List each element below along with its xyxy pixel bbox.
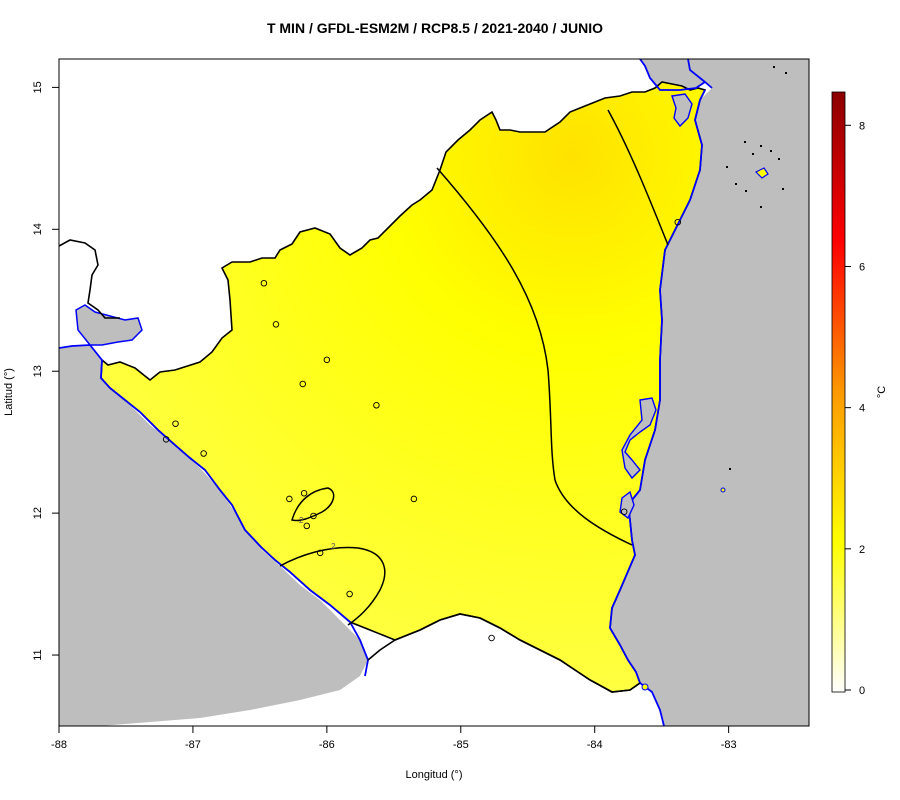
border-costa-rica <box>367 613 641 693</box>
station-marker <box>620 508 628 515</box>
colorbar-label: °C <box>876 386 888 398</box>
x-tick-label: -84 <box>587 739 603 751</box>
colorbar-tick-label: 2 <box>859 544 865 556</box>
station-marker <box>200 450 207 457</box>
sea-caribbean <box>610 59 809 726</box>
y-tick-label: 12 <box>32 507 44 519</box>
station-marker <box>346 590 353 598</box>
colorbar-tick-label: 8 <box>859 120 865 132</box>
island-small <box>720 487 726 493</box>
station-marker <box>299 380 307 388</box>
contour-label: 2 <box>331 542 336 551</box>
lagoon-perlas <box>621 397 657 480</box>
station-marker <box>172 420 179 427</box>
station-marker <box>316 549 324 557</box>
gulf-of-fonseca <box>75 304 143 346</box>
lagoon-bluefields <box>619 490 635 520</box>
sea-pacific <box>59 345 368 726</box>
station-marker <box>674 218 682 226</box>
y-tick-label: 14 <box>32 223 44 235</box>
y-tick-label: 11 <box>32 649 44 660</box>
station-marker <box>300 490 308 497</box>
station-markers <box>162 218 682 642</box>
station-marker <box>488 634 495 642</box>
contour-label: 2 <box>299 516 304 525</box>
x-tick-label: -87 <box>185 739 201 751</box>
y-axis: 15 14 13 12 11 <box>32 81 59 661</box>
plot-frame <box>58 58 810 727</box>
x-axis-label: Longitud (°) <box>406 769 463 781</box>
coastline-caribbean <box>609 89 706 726</box>
border-honduras-west <box>59 239 120 319</box>
contour-line-west <box>436 167 633 546</box>
y-tick-label: 13 <box>32 365 44 377</box>
coastline-pacific <box>59 344 369 677</box>
x-axis: -88 -87 -86 -85 -84 -83 <box>51 726 737 751</box>
colorbar <box>831 91 846 693</box>
colorbar-ticks: 0 2 4 6 8 <box>845 120 865 697</box>
contour-ring-granada <box>279 546 386 626</box>
station-marker <box>410 495 418 503</box>
station-marker <box>373 402 380 409</box>
lagoon-north <box>671 93 693 128</box>
colorbar-tick-label: 6 <box>859 261 865 273</box>
station-marker <box>310 512 317 520</box>
page-title: T MIN / GFDL-ESM2M / RCP8.5 / 2021-2040 … <box>266 20 604 36</box>
station-marker <box>323 356 331 364</box>
y-axis-label: Latitud (°) <box>3 368 15 416</box>
contour-line-east <box>607 109 669 246</box>
islets <box>726 66 787 470</box>
colorbar-tick-label: 4 <box>859 403 865 415</box>
station-marker <box>286 495 293 503</box>
station-marker <box>272 321 280 328</box>
contour-ring-managua <box>291 487 335 522</box>
station-marker <box>260 279 268 287</box>
x-tick-label: -88 <box>51 739 67 751</box>
x-tick-label: -86 <box>319 739 335 751</box>
island-miskito <box>754 167 769 179</box>
station-marker <box>303 522 311 530</box>
island-small <box>641 683 649 691</box>
y-tick-label: 15 <box>32 81 44 93</box>
station-marker <box>162 436 170 443</box>
x-tick-label: -83 <box>721 739 737 751</box>
x-tick-label: -85 <box>453 739 469 751</box>
colorbar-tick-label: 0 <box>859 685 865 697</box>
coastline-north <box>639 59 713 91</box>
